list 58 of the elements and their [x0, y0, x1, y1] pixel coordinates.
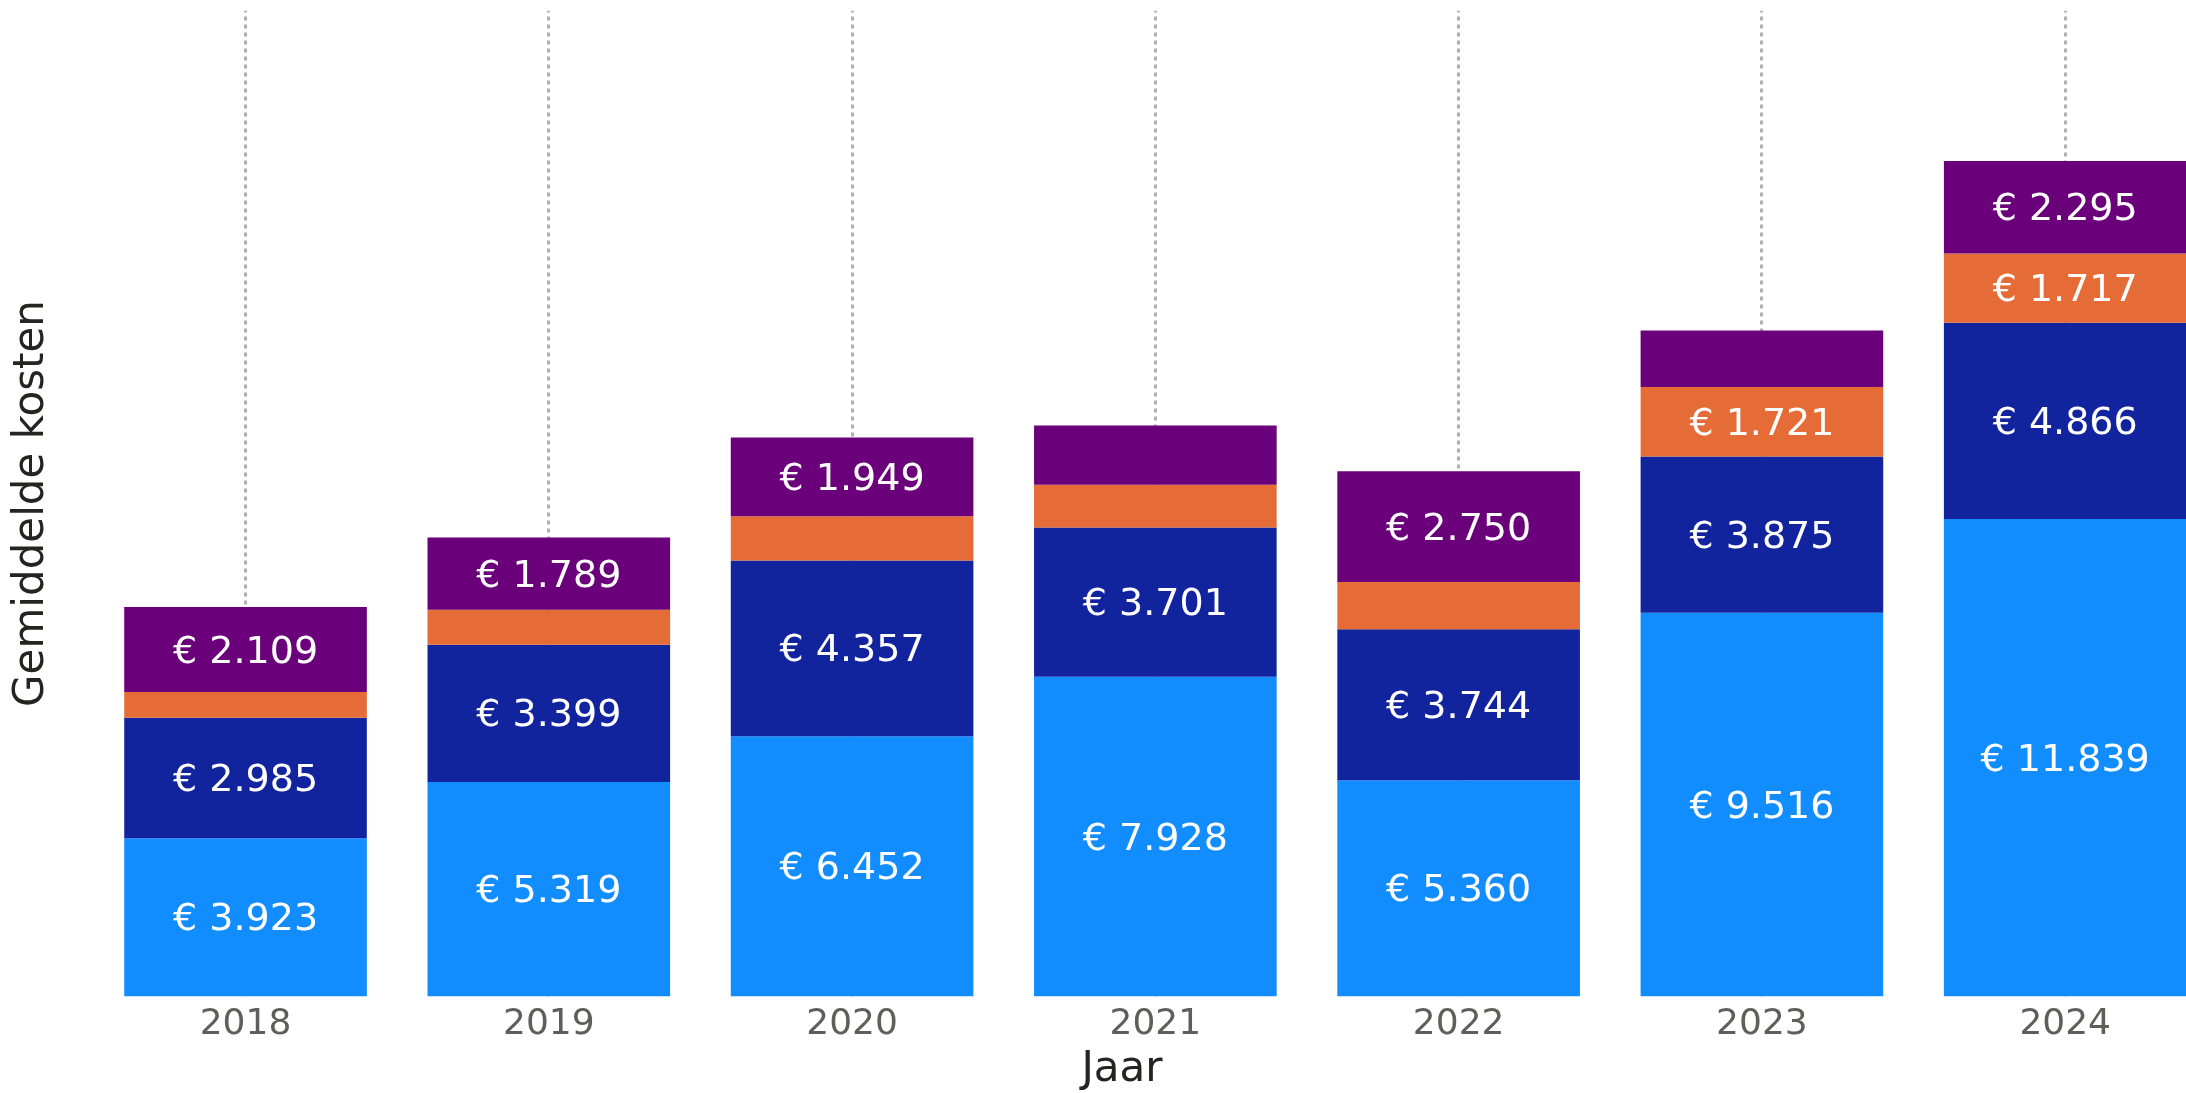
bar [1337, 471, 1580, 583]
x-tick-label: 2021 [1109, 1000, 1202, 1042]
data-label: € 3.923 [173, 895, 319, 940]
data-label: € 11.839 [1980, 735, 2150, 780]
x-tick-label: 2019 [503, 1000, 595, 1042]
bar [427, 781, 671, 997]
data-label: € 3.744 [1386, 682, 1532, 727]
x-tick-label: 2024 [2019, 1000, 2112, 1042]
bar [1943, 160, 2186, 254]
data-label: € 3.875 [1689, 512, 1835, 557]
data-label: € 3.701 [1082, 580, 1228, 625]
data-label: € 1.717 [1992, 266, 2138, 311]
bar [1640, 612, 1884, 997]
data-label: € 2.295 [1992, 185, 2138, 230]
bar [124, 607, 367, 693]
data-label: € 4.357 [779, 626, 925, 671]
bar [1337, 780, 1580, 997]
bar [1034, 527, 1277, 677]
data-label: € 4.866 [1992, 398, 2138, 443]
bar [730, 516, 974, 561]
bar [730, 736, 974, 997]
data-label: € 1.721 [1689, 399, 1835, 444]
bar [1034, 425, 1277, 485]
bar [427, 644, 671, 782]
data-label: € 9.516 [1689, 782, 1835, 827]
bar [1943, 322, 2186, 519]
bar [1337, 629, 1580, 781]
data-label: € 2.109 [173, 627, 319, 672]
data-label: € 7.928 [1082, 814, 1228, 859]
data-label: € 3.399 [476, 691, 622, 736]
bar [730, 437, 974, 517]
bar [124, 692, 367, 718]
bar [427, 537, 671, 610]
data-label: € 5.360 [1386, 866, 1532, 911]
bar [1034, 676, 1277, 997]
data-label: € 1.949 [779, 454, 925, 499]
data-label: € 6.452 [779, 844, 925, 889]
bar [124, 838, 367, 997]
bar [1337, 582, 1580, 630]
bar [1640, 386, 1884, 457]
y-axis-title: Gemiddelde kosten [3, 300, 53, 707]
x-tick-label: 2020 [806, 1000, 898, 1042]
x-tick-label: 2018 [199, 1000, 292, 1042]
bar [1943, 518, 2186, 997]
bar [730, 560, 974, 737]
x-axis-title: Jaar [1078, 1041, 1164, 1091]
bar [427, 609, 671, 645]
bar [1034, 484, 1277, 528]
data-label: € 1.789 [476, 551, 622, 596]
bar [1640, 456, 1884, 613]
x-tick-label: 2023 [1716, 1000, 1808, 1042]
x-tick-label: 2022 [1412, 1000, 1505, 1042]
data-label: € 5.319 [476, 867, 622, 912]
data-label: € 2.985 [173, 756, 319, 801]
bar [1640, 330, 1884, 387]
data-label: € 2.750 [1386, 504, 1532, 549]
bar [124, 717, 367, 839]
bar [1943, 253, 2186, 323]
